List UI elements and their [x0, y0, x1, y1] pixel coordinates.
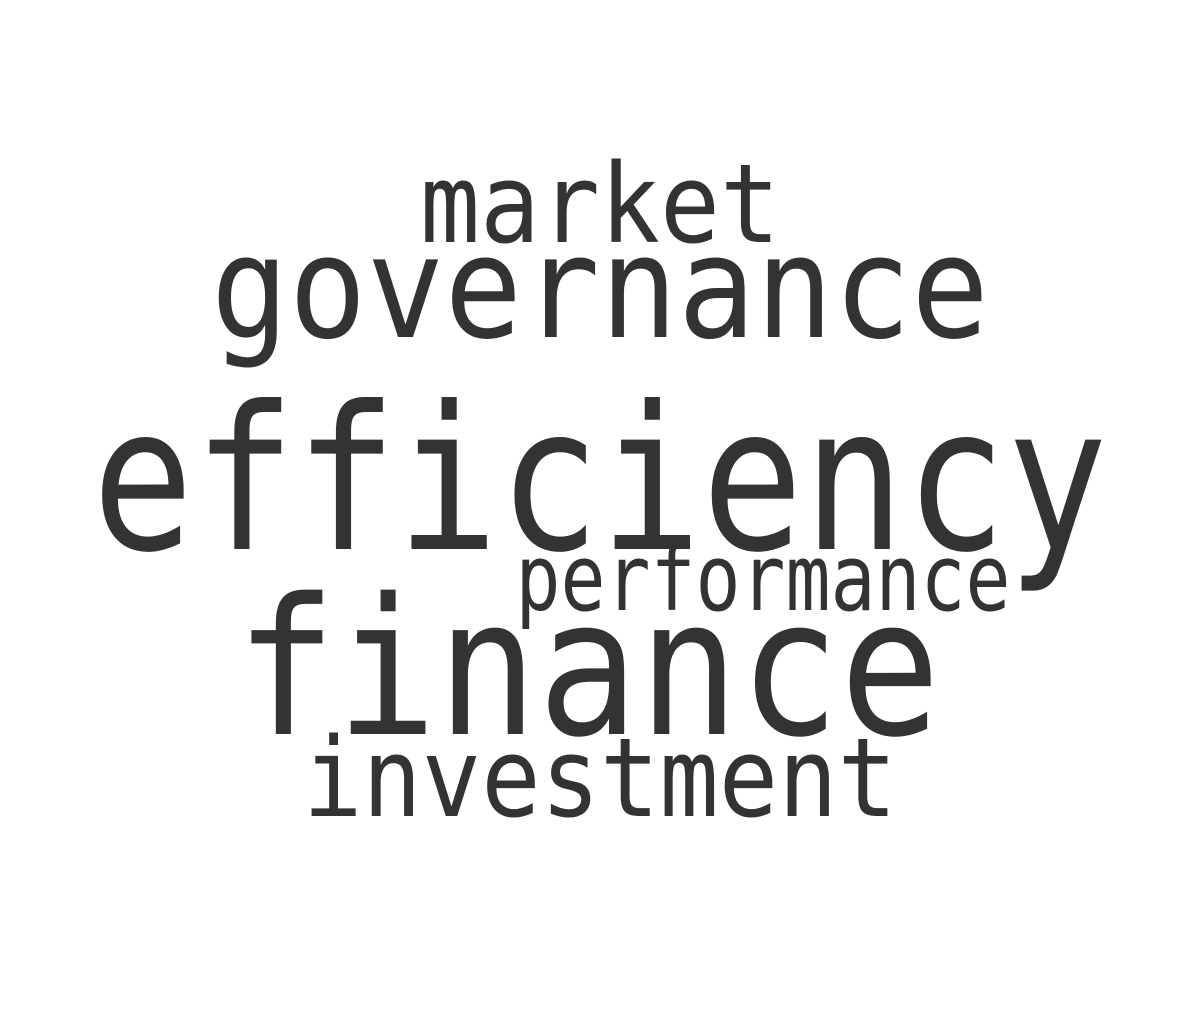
word-performance: performance	[516, 525, 1011, 632]
word-market: market	[420, 140, 780, 268]
word-investment: investment	[303, 714, 897, 842]
word-finance: finance	[236, 558, 941, 779]
word-governance: governance	[211, 206, 989, 371]
word-efficiency: efficiency	[92, 364, 1108, 597]
